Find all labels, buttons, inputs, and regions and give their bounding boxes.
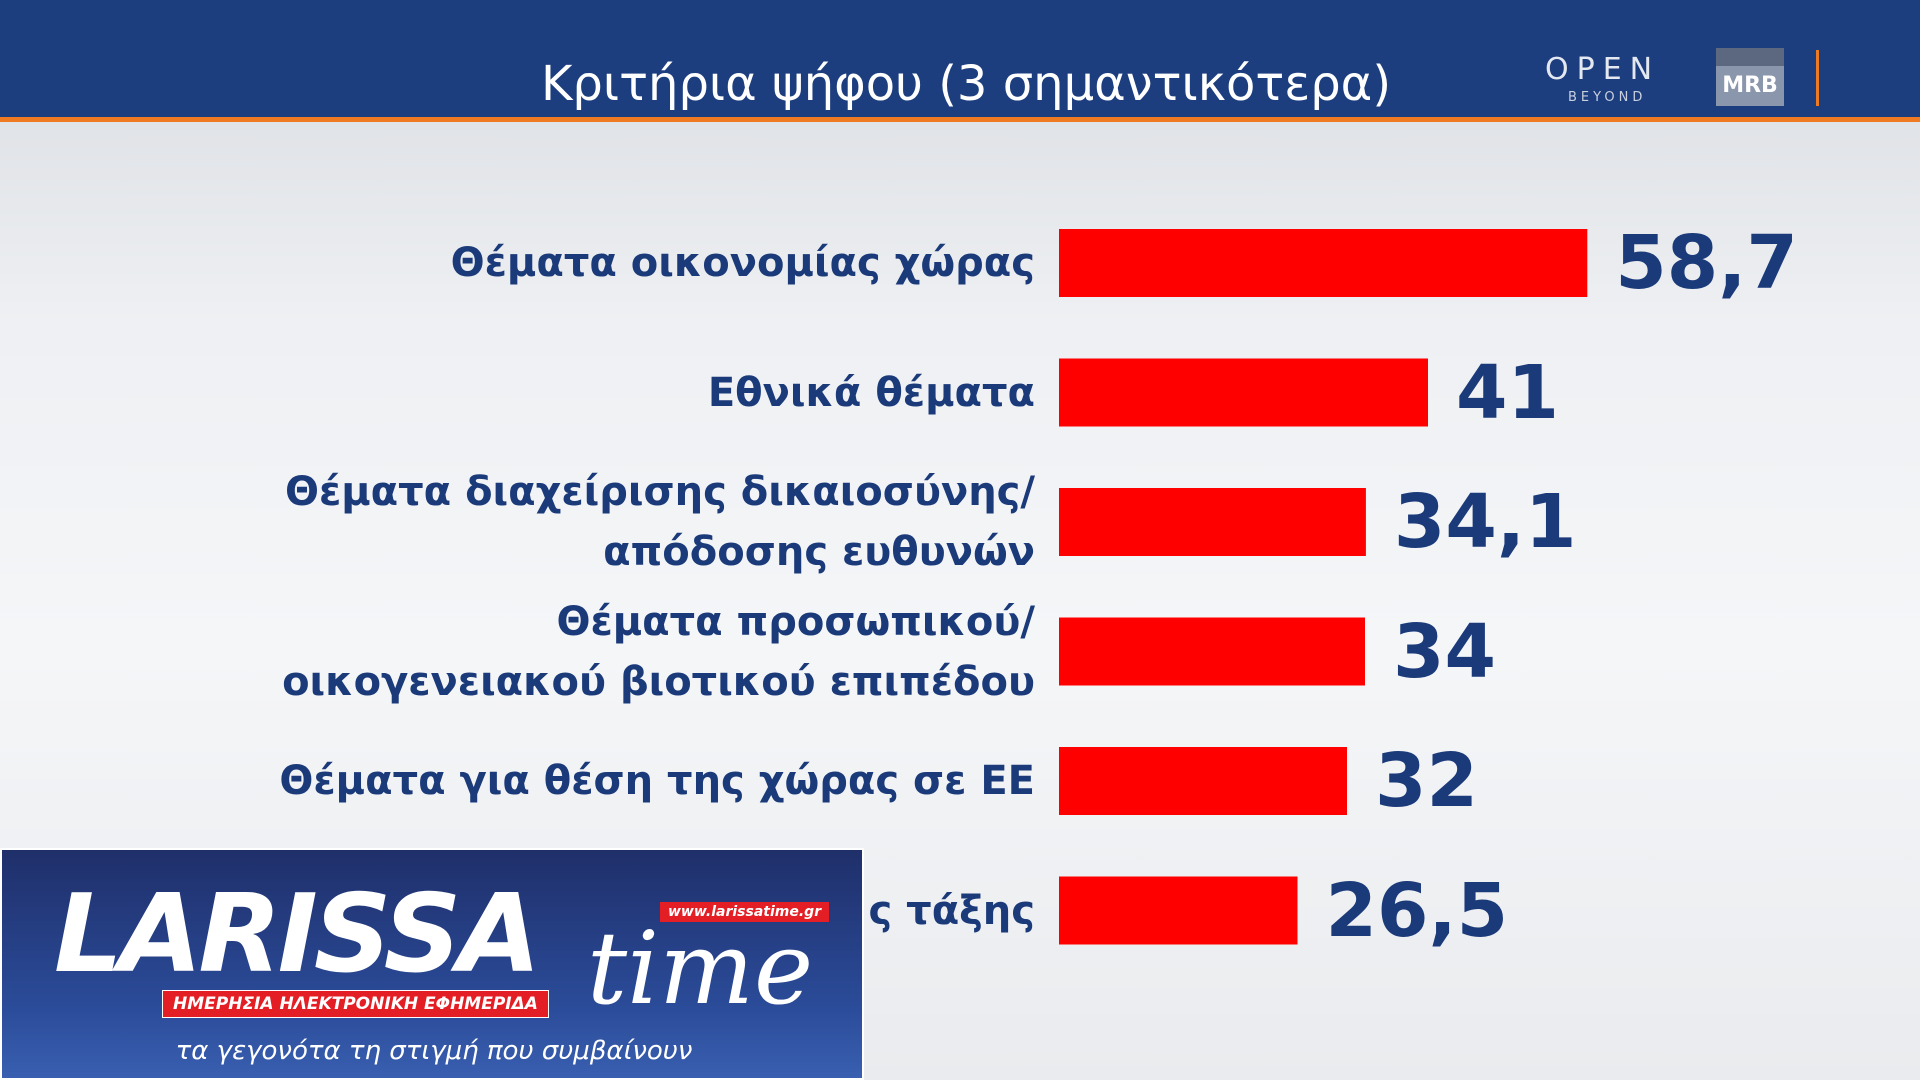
ad-brand: LARISSA — [54, 872, 541, 997]
ad-url: www.larissatime.gr — [660, 902, 830, 922]
title: Κριτήρια ψήφου (3 σημαντικότερα) — [0, 54, 1920, 114]
ad-slogan: τα γεγονότα τη στιγμή που συμβαίνουν — [175, 1036, 693, 1066]
logo-open: OPEN — [1545, 52, 1661, 87]
bar — [1059, 488, 1366, 556]
ad-brand-2: time — [587, 910, 814, 1027]
chart — [1059, 229, 1588, 945]
advert-overlay: LARISSA time www.larissatime.gr ΗΜΕΡΗΣΙΑ… — [0, 848, 864, 1080]
category-label: Θέματα οικονομίας χώρας — [450, 240, 1035, 286]
value-label: 32 — [1375, 738, 1478, 824]
category-label: Θέματα για θέση της χώρας σε ΕΕ — [279, 758, 1035, 804]
value-label: 41 — [1456, 349, 1559, 436]
bar — [1059, 229, 1588, 297]
ad-tagline: ΗΜΕΡΗΣΙΑ ΗΛΕΚΤΡΟΝΙΚΗ ΕΦΗΜΕΡΙΔΑ — [162, 990, 549, 1018]
logo-divider — [1816, 50, 1819, 106]
value-label: 34,1 — [1393, 479, 1577, 565]
header: Κριτήρια ψήφου (3 σημαντικότερα) OPEN BE… — [0, 0, 1920, 122]
bar — [1059, 617, 1365, 686]
category-label: Θέματα διαχείρισης δικαιοσύνης/ απόδοσης… — [284, 469, 1035, 575]
bar — [1059, 358, 1428, 427]
value-label: 26,5 — [1325, 867, 1509, 954]
category-label: Εθνικά θέματα — [707, 369, 1035, 416]
category-label: ς τάξης — [868, 887, 1035, 934]
value-label: 34 — [1393, 608, 1496, 695]
bar — [1059, 747, 1347, 815]
bar — [1059, 876, 1298, 945]
chart-title: Κριτήρια ψήφου (3 σημαντικότερα) — [540, 56, 1392, 112]
value-label: 58,7 — [1615, 220, 1798, 306]
logo-mrb: MRB — [1716, 48, 1784, 106]
logo-beyond: BEYOND — [1568, 90, 1647, 105]
category-label: Θέματα προσωπικού/ οικογενειακού βιοτικο… — [282, 598, 1035, 705]
